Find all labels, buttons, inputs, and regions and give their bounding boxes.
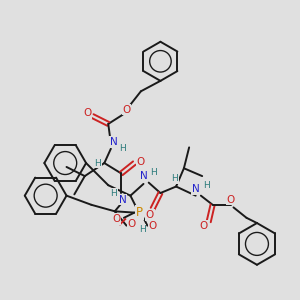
Text: O: O (148, 221, 157, 231)
Text: N: N (110, 137, 117, 147)
Text: O: O (128, 219, 136, 229)
Text: H: H (151, 168, 157, 177)
Text: H: H (110, 188, 117, 197)
Text: H: H (119, 144, 126, 153)
Text: N: N (140, 171, 147, 181)
Text: O: O (122, 105, 130, 115)
Text: O: O (227, 195, 235, 205)
Text: O: O (137, 157, 145, 167)
Text: H: H (139, 225, 146, 234)
Text: N: N (192, 184, 200, 194)
Text: P: P (136, 206, 143, 219)
Text: O: O (200, 221, 208, 231)
Text: O: O (83, 109, 92, 118)
Text: O: O (112, 214, 120, 224)
Text: H: H (203, 181, 209, 190)
Text: N: N (119, 195, 127, 205)
Text: H: H (94, 158, 101, 167)
Text: H: H (171, 174, 178, 183)
Text: O: O (146, 210, 154, 220)
